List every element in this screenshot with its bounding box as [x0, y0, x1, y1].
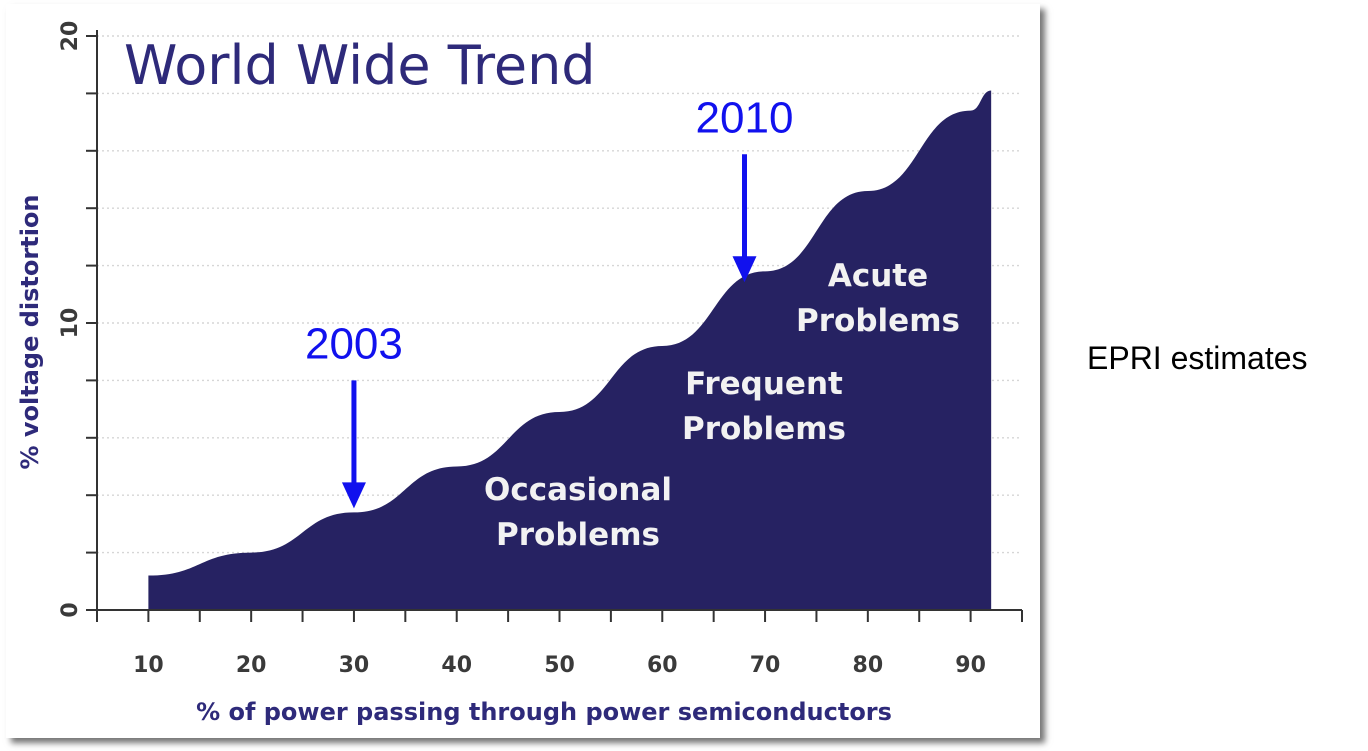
x-tick-label: 20: [236, 653, 267, 678]
region-label-acute: Acute Problems: [796, 258, 960, 339]
x-tick-label: 70: [750, 653, 781, 678]
region-label-occasional: Occasional Problems: [484, 472, 672, 553]
x-tick-label: 60: [647, 653, 678, 678]
year-annotations: 2003 2010: [305, 93, 794, 509]
y-axis-title: % voltage distortion: [16, 194, 44, 469]
region-label-frequent: Frequent Problems: [682, 366, 846, 447]
region-label-line: Problems: [682, 411, 846, 447]
x-tick-label: 10: [133, 653, 164, 678]
y-tick-label: 20: [58, 21, 83, 52]
arrow-head: [341, 482, 366, 509]
y-ticks: 0 10 20: [58, 21, 97, 618]
region-label-line: Problems: [796, 303, 960, 339]
x-tick-label: 80: [853, 653, 884, 678]
distortion-area: [148, 90, 992, 610]
chart-title: World Wide Trend: [124, 34, 596, 97]
region-label-line: Acute: [828, 258, 928, 294]
source-note: EPRI estimates: [1087, 340, 1308, 376]
region-label-line: Occasional: [484, 472, 672, 508]
x-tick-label: 90: [955, 653, 986, 678]
x-axis-title: % of power passing through power semicon…: [196, 698, 892, 726]
chart-card: 0 10 20 10 20 30 40 50 60 70 80 90 World Wide Tren…: [6, 4, 1040, 738]
region-label-line: Problems: [496, 517, 660, 553]
x-tick-label: 30: [339, 653, 370, 678]
y-tick-label: 0: [58, 602, 83, 617]
chart: 0 10 20 10 20 30 40 50 60 70 80 90 World Wide Tren…: [16, 21, 1023, 726]
arrow-head: [732, 256, 757, 283]
x-ticks: 10 20 30 40 50 60 70 80 90: [96, 610, 1023, 678]
year-label: 2003: [305, 319, 403, 368]
x-tick-label: 40: [441, 653, 472, 678]
y-tick-label: 10: [58, 308, 83, 339]
year-label: 2010: [696, 93, 794, 142]
x-tick-label: 50: [544, 653, 575, 678]
region-label-line: Frequent: [685, 366, 843, 402]
